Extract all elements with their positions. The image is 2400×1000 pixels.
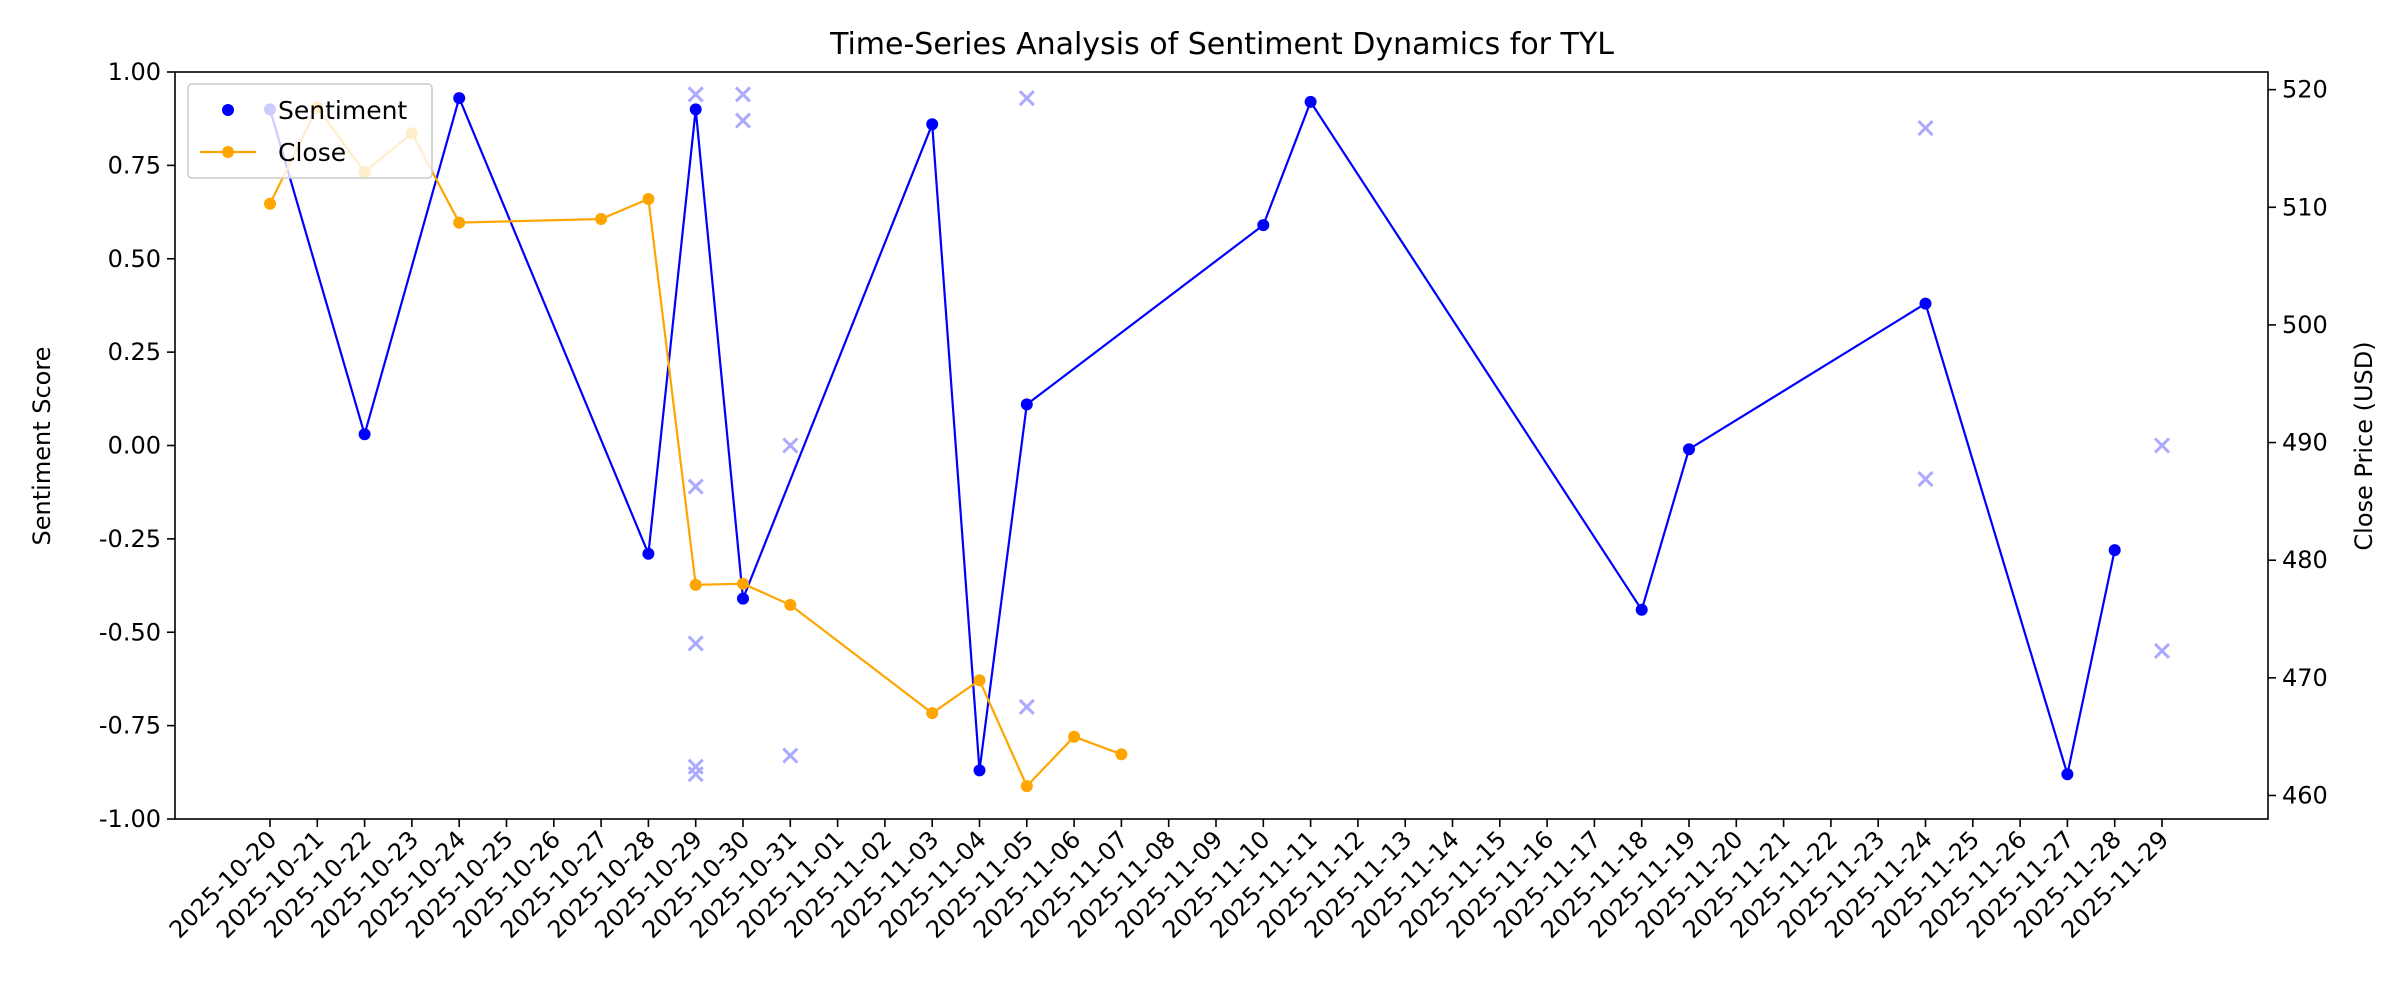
close-point [973,674,986,687]
raw-sentiment-point [782,747,799,764]
raw-sentiment-point [687,766,704,783]
left-axis-tick-label: 1.00 [108,58,161,86]
sentiment-point [689,103,702,116]
close-point [926,707,939,720]
left-axis: -1.00 -0.75 -0.50 -0.25 0.00 0.25 0.50 0.75 1.00 [99,58,175,833]
close-point [784,598,797,611]
close-point [689,578,702,591]
close-point [1068,730,1081,743]
right-axis-tick-label: 520 [2282,76,2328,104]
close-point [264,197,276,210]
legend: Sentiment Close [187,83,433,179]
raw-sentiment-point [687,478,704,495]
raw-sentiment-point [2153,437,2171,454]
left-axis-tick-label: -0.25 [99,525,161,553]
close-point [642,193,655,205]
sentiment-point [1020,398,1033,411]
raw-sentiment-point [734,112,752,129]
right-axis-tick-label: 470 [2282,664,2328,692]
sentiment-point [453,92,466,105]
close-point [453,216,466,229]
left-axis-tick-label: -1.00 [99,805,161,833]
sentiment-point [358,428,371,441]
chart-title: Time-Series Analysis of Sentiment Dynami… [829,27,1614,62]
plot-frame [174,71,2269,820]
sentiment-point [973,764,986,777]
sentiment-point [1257,219,1270,232]
left-axis-tick-label: 0.00 [108,432,161,460]
close-point [737,577,749,590]
right-axis-tick-label: 510 [2282,193,2328,221]
x-axis: 2025-10-202025-10-212025-10-222025-10-23… [164,819,2174,944]
legend-marker-sentiment [222,104,234,116]
sentiment-point [2108,544,2121,557]
legend-marker-close [222,146,234,158]
raw-sentiment-point [687,758,704,775]
close-point [595,213,608,225]
raw-sentiment-point [782,437,799,454]
raw-sentiment-point [1018,90,1035,107]
right-axis-tick-label: 480 [2282,546,2328,574]
plot-area [264,86,2171,793]
sentiment-point [1304,95,1317,108]
right-axis-label: Close Price (USD) [2350,341,2378,550]
raw-sentiment-point [2153,642,2171,659]
sentiment-point [1683,443,1695,456]
sentiment-series-line [268,94,2116,775]
raw-sentiment-point [1917,119,1934,137]
raw-sentiment-point [687,86,704,103]
left-axis-tick-label: 0.25 [108,338,161,366]
right-axis-tick-label: 490 [2282,429,2328,457]
close-series-line [269,105,1122,789]
left-axis-tick-label: 0.75 [108,151,161,179]
legend-box [187,83,433,179]
sentiment-point [926,118,939,131]
right-axis-tick-label: 500 [2282,311,2328,339]
sentiment-point [1635,603,1648,616]
right-axis: 460 470 480 490 500 510 520 [2268,76,2328,809]
right-axis-tick-label: 460 [2282,781,2328,809]
sentiment-point [2061,768,2074,781]
raw-sentiment-point [1018,698,1035,716]
left-axis-label: Sentiment Score [28,347,56,546]
sentiment-point [642,547,655,560]
sentiment-point [737,592,749,605]
left-axis-tick-label: -0.75 [99,712,161,740]
left-axis-tick-label: 0.50 [108,245,161,273]
sentiment-point [1919,297,1932,310]
legend-label-close: Close [278,138,346,167]
legend-label-sentiment: Sentiment [278,96,407,125]
close-point [1020,780,1033,793]
raw-sentiment-point [687,635,704,652]
left-axis-tick-label: -0.50 [99,618,161,646]
close-point [1115,748,1128,761]
raw-sentiment-point [1917,471,1934,488]
raw-sentiment-point [734,86,752,103]
